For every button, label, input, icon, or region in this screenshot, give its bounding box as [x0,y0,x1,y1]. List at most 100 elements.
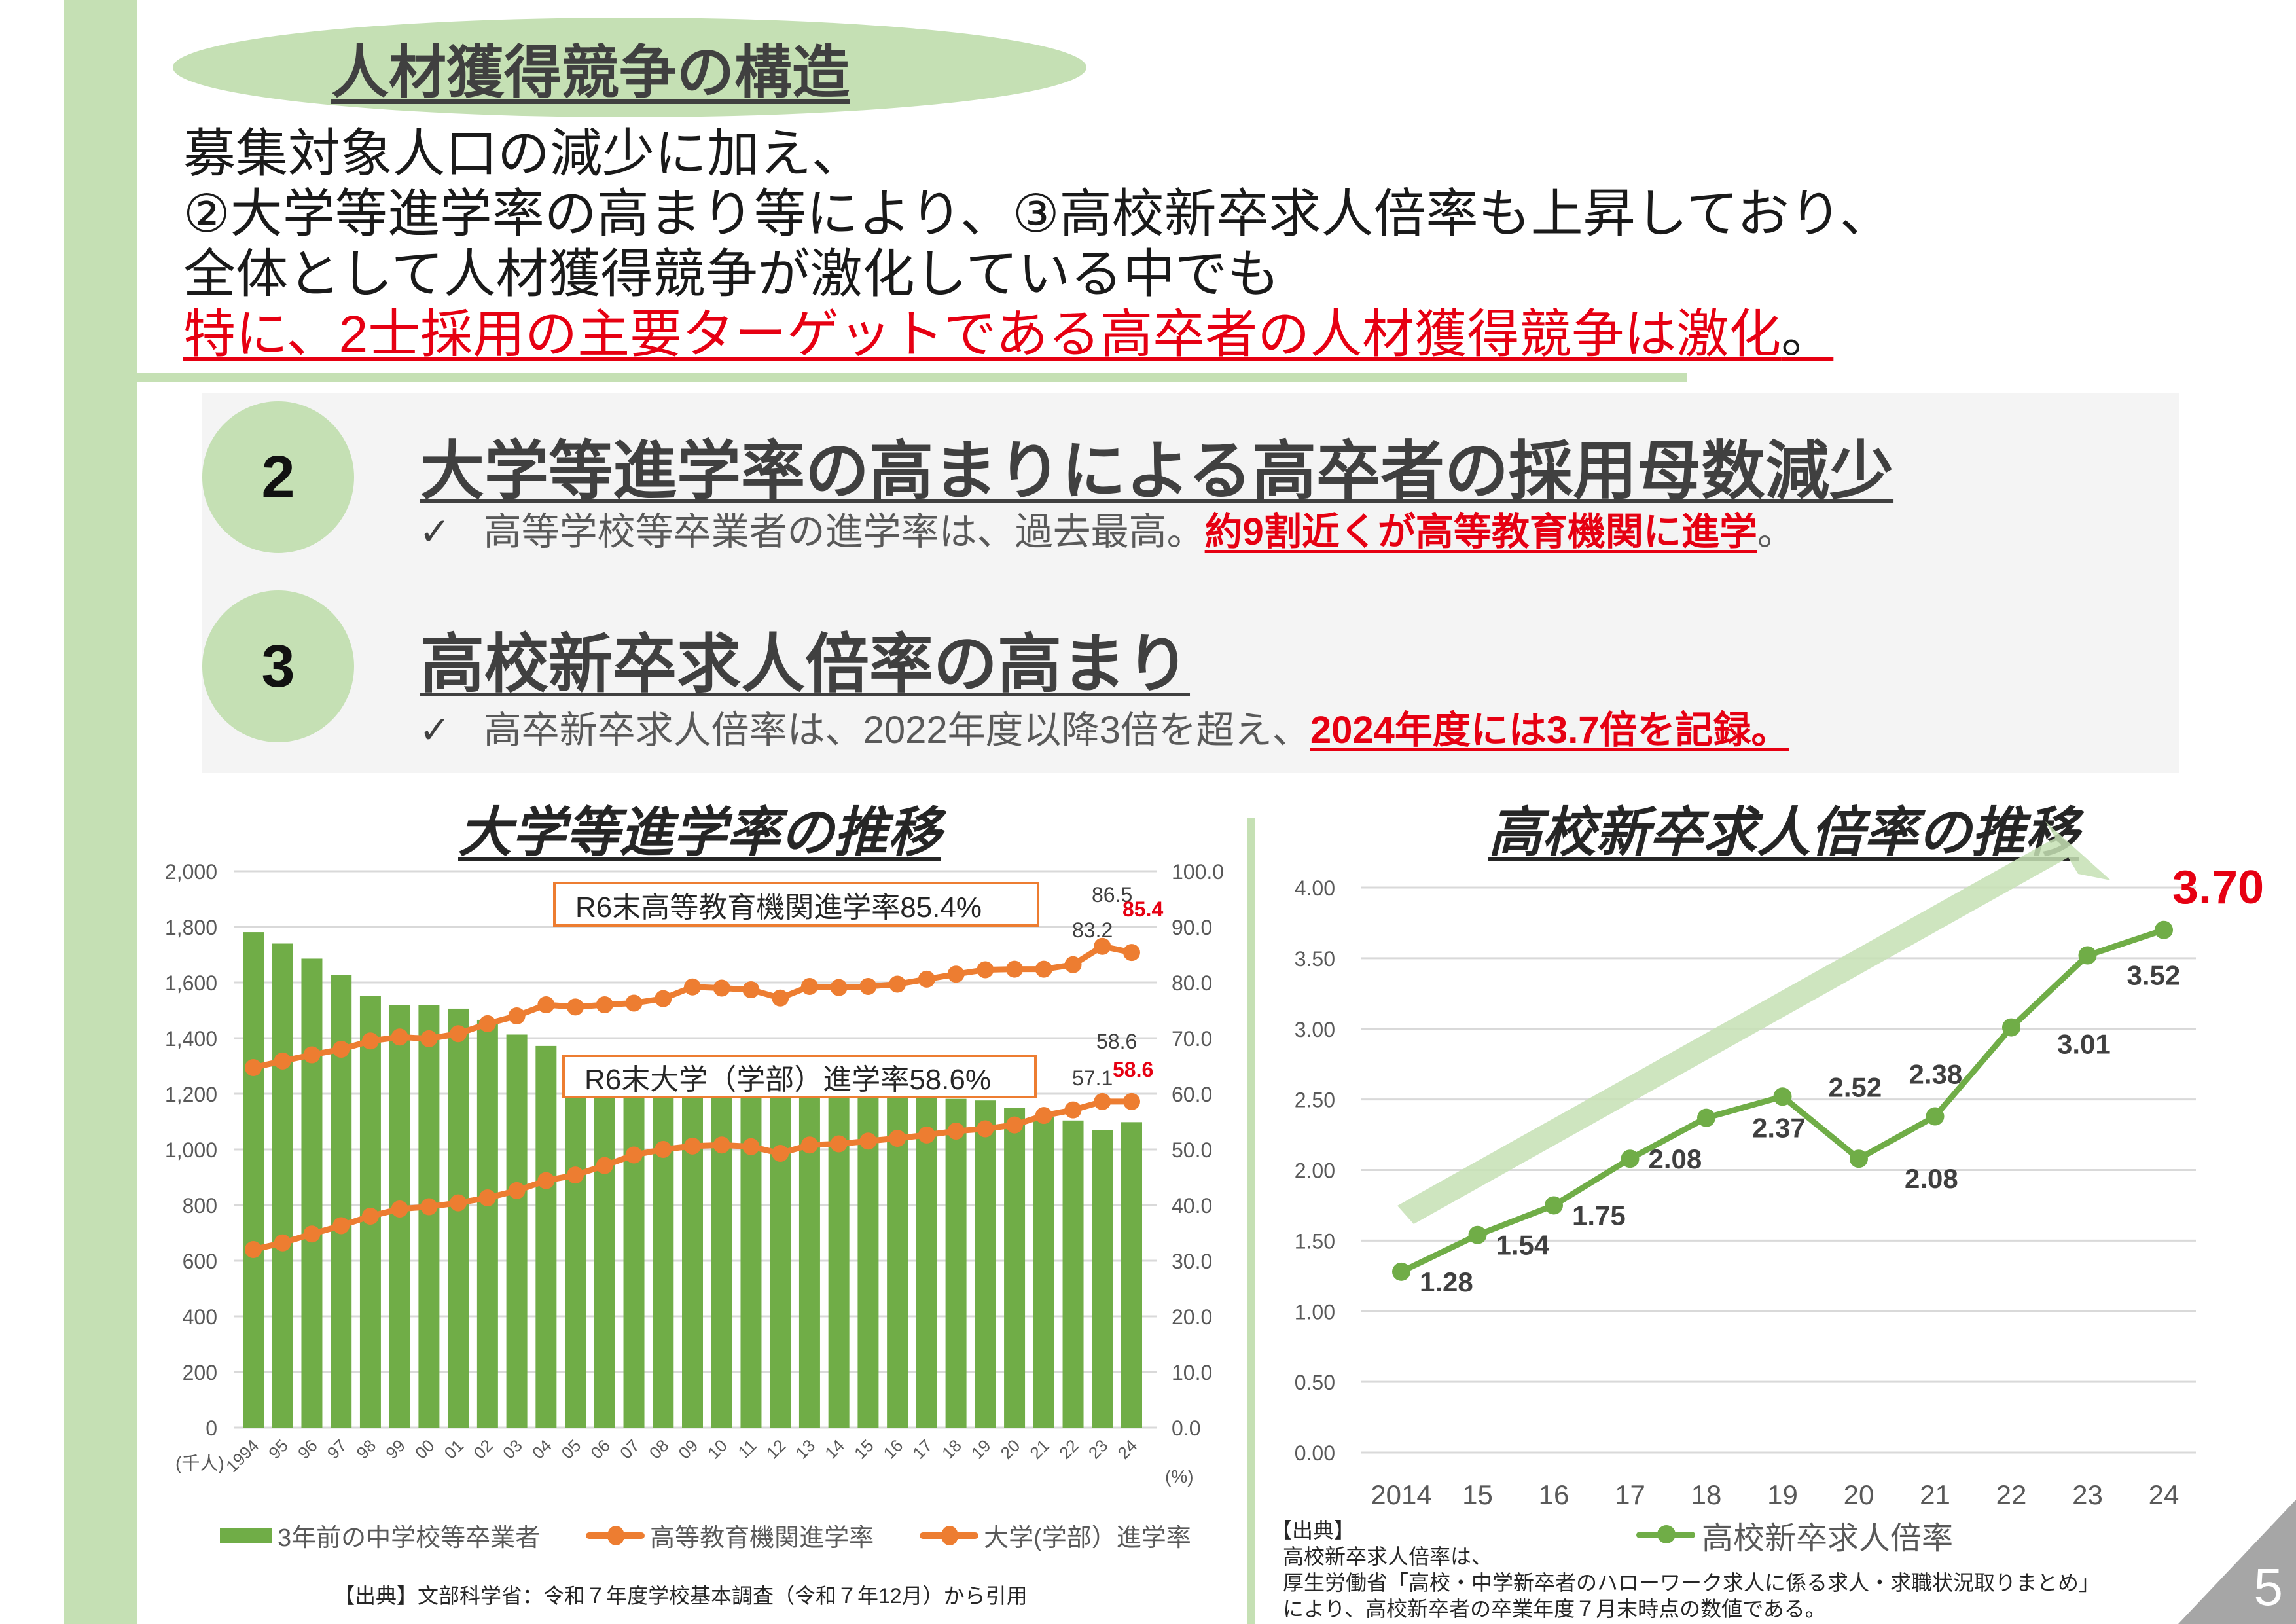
point-number-badge: 3 [202,590,354,742]
data-label-highlight: 58.6 [1113,1058,1153,1081]
x-tick-label: 98 [353,1435,380,1463]
point-higher-ed-rate [596,996,613,1013]
bar-junior-high-graduates [272,943,293,1428]
bar-junior-high-graduates [770,1092,791,1428]
point-job-offer-ratio [1773,1087,1792,1106]
legend-label: 高等教育機関進学率 [650,1525,874,1552]
point-higher-ed-rate [478,1015,496,1032]
y-right-tick-label: 20.0 [1172,1305,1212,1329]
x-tick-label: 14 [821,1435,848,1463]
data-label: 3.52 [2127,960,2181,991]
y-right-tick-label: 0.0 [1172,1416,1200,1440]
point-higher-ed-rate [713,979,730,997]
bar-junior-high-graduates [535,1045,557,1428]
point-university-rate [274,1234,291,1252]
y-right-tick-label: 10.0 [1172,1361,1212,1384]
point-heading: 大学等進学率の高まりによる高卒者の採用母数減少 [420,435,1894,507]
point-higher-ed-rate [918,970,935,988]
point-higher-ed-rate [742,981,760,999]
y-tick-label: 1.00 [1295,1300,1335,1324]
y-tick-label: 1.50 [1295,1229,1335,1253]
point-university-rate [800,1136,818,1154]
legend-line-swatch [920,1525,979,1545]
point-university-rate [889,1130,906,1147]
x-tick-label: 22 [1996,1479,2027,1510]
data-label: 3.01 [2057,1029,2111,1060]
point-job-offer-ratio [2078,946,2097,965]
data-label: 2.08 [1649,1144,1702,1174]
x-tick-label: 96 [294,1435,321,1463]
y-left-tick-label: 1,200 [165,1083,217,1106]
source-line: により、高校新卒者の卒業年度７月末時点の数値である。 [1283,1597,1826,1621]
point-detail-highlight: 約9割近くが高等教育機関に進学 [1204,511,1757,553]
point-university-rate [713,1136,730,1154]
callout-university-rate: R6末大学（学部）進学率58.6% [562,1055,1037,1098]
y-tick-label: 3.00 [1295,1018,1335,1041]
legend-bar-swatch [220,1527,272,1543]
data-label: 2.38 [1909,1059,1963,1090]
bar-junior-high-graduates [448,1008,469,1428]
point-university-rate [332,1217,350,1235]
bar-junior-high-graduates [975,1100,996,1428]
y-left-tick-label: 1,400 [165,1027,217,1051]
point-university-rate [830,1135,848,1153]
point-higher-ed-rate [274,1052,291,1070]
x-tick-label: 17 [1615,1479,1645,1510]
point-university-rate [391,1200,408,1218]
bar-junior-high-graduates [740,1086,762,1428]
point-university-rate [537,1172,555,1189]
x-tick-label: 24 [1114,1435,1141,1463]
point-higher-ed-rate [859,977,877,995]
x-tick-label: 18 [938,1435,965,1463]
y-right-tick-label: 30.0 [1172,1250,1212,1273]
title-banner: 人材獲得競争の構造 [173,18,1086,117]
point-university-rate [567,1166,584,1184]
x-tick-label: 15 [850,1435,878,1463]
x-tick-label: 1994 [222,1435,262,1476]
point-university-rate [1006,1116,1024,1134]
point-university-rate [1094,1092,1111,1110]
point-university-rate [1064,1101,1082,1119]
bar-junior-high-graduates [565,1083,586,1428]
bar-junior-high-graduates [594,1091,615,1428]
point-university-rate [596,1157,613,1174]
point-higher-ed-rate [303,1046,321,1064]
y-left-tick-label: 800 [183,1194,217,1218]
legend-label: 高校新卒求人倍率 [1702,1521,1954,1556]
x-tick-label: 16 [1539,1479,1570,1510]
bar-junior-high-graduates [1062,1120,1084,1428]
bar-junior-high-graduates [857,1096,879,1428]
data-label: 2.08 [1905,1163,1958,1194]
point-job-offer-ratio [2002,1018,2020,1037]
y-left-tick-label: 1,800 [165,916,217,939]
left-chart-source: 【出典】文部科学省：令和７年度学校基本調査（令和７年12月）から引用 [334,1584,1028,1608]
point-university-rate [508,1182,526,1199]
point-detail-highlight: 2024年度には3.7倍を記録。 [1310,709,1789,751]
point-higher-ed-rate [1006,960,1024,978]
y-left-unit-label: (千人) [175,1453,224,1473]
y-right-tick-label: 50.0 [1172,1138,1212,1162]
bar-junior-high-graduates [887,1098,908,1428]
source-title: 【出典】 [1271,1519,1355,1542]
bar-junior-high-graduates [476,1019,498,1428]
point-job-offer-ratio [1468,1225,1487,1244]
data-label: 1.54 [1496,1230,1550,1261]
legend-line-swatch [1636,1525,1695,1543]
check-icon: ✓ [419,709,451,751]
y-right-unit-label: (%) [1165,1466,1194,1487]
source-line: 高校新卒求人倍率は、 [1283,1545,1493,1568]
point-higher-ed-rate [450,1025,467,1043]
y-left-tick-label: 200 [183,1361,217,1384]
point-higher-ed-rate [420,1030,438,1047]
point-detail-tail: 。 [1757,511,1795,553]
trend-arrow-icon [1397,821,2111,1224]
point-university-rate [918,1126,935,1144]
point-higher-ed-rate [772,989,789,1007]
y-left-tick-label: 0 [206,1416,217,1440]
y-tick-label: 3.50 [1295,947,1335,971]
y-right-tick-label: 80.0 [1172,971,1212,995]
data-label: 83.2 [1072,918,1113,942]
bar-junior-high-graduates [301,958,323,1428]
y-left-tick-label: 2,000 [165,860,217,884]
key-points-panel [202,393,2179,773]
